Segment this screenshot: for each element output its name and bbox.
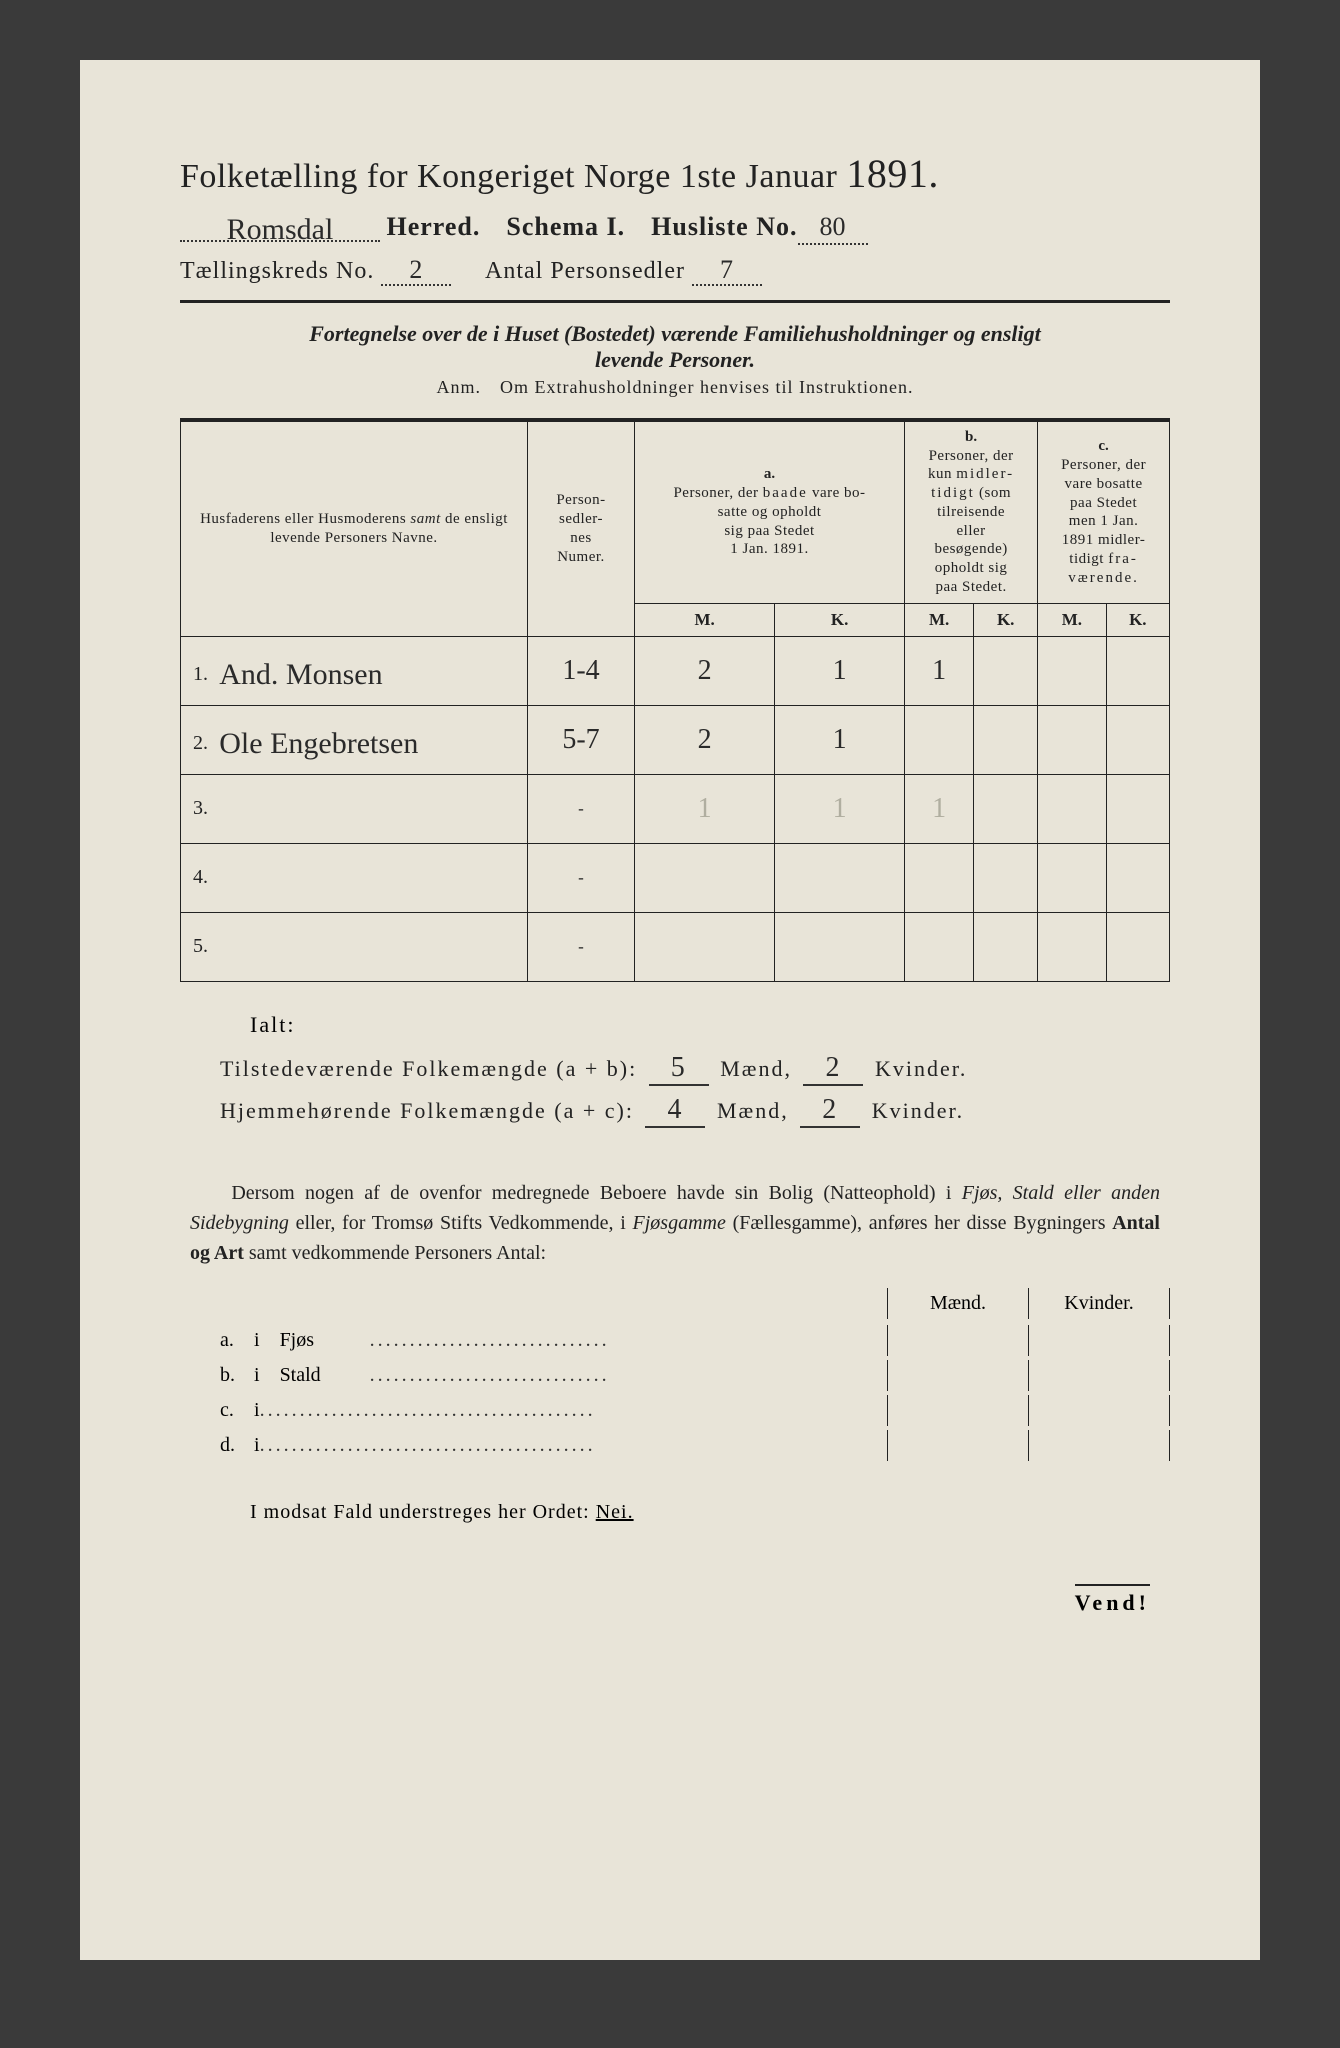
title-year: 1891.: [846, 151, 939, 196]
mk-maend: Mænd.: [887, 1288, 1028, 1319]
col-c-k: K.: [1106, 603, 1169, 636]
col-c-m: M.: [1038, 603, 1106, 636]
herred-label: Herred.: [387, 212, 481, 241]
totals-line-2: Hjemmehørende Folkemængde (a + c): 4 Mæn…: [220, 1094, 1170, 1128]
ialt-label: Ialt:: [250, 1012, 1170, 1038]
subtitle-line2: levende Personer.: [180, 347, 1170, 373]
kreds-label: Tællingskreds No.: [180, 258, 374, 284]
table-row: 1. And. Monsen 1-4 2 1 1: [181, 636, 1170, 705]
vend-label: Vend!: [1075, 1584, 1150, 1616]
husliste-label: Husliste No.: [651, 212, 797, 241]
col-a-k: K.: [775, 603, 905, 636]
row1-name: And. Monsen: [219, 658, 382, 692]
title-prefix: Folketælling for Kongeriget Norge 1ste J…: [180, 158, 837, 195]
nei-line: I modsat Fald understreges her Ordet: Ne…: [250, 1501, 1170, 1524]
col-b-header: b. Personer, derkun midler-tidigt (somti…: [905, 420, 1038, 603]
totals-line-1: Tilstedeværende Folkemængde (a + b): 5 M…: [220, 1052, 1170, 1086]
mk-kvinder: Kvinder.: [1028, 1288, 1170, 1319]
table-row: 2. Ole Engebretsen 5-7 2 1: [181, 705, 1170, 774]
page-title: Folketælling for Kongeriget Norge 1ste J…: [180, 150, 1170, 197]
census-form-page: Folketælling for Kongeriget Norge 1ste J…: [80, 60, 1260, 1960]
antal-label: Antal Personsedler: [485, 258, 685, 284]
header-line-2: Romsdal Herred. Schema I. Husliste No. 80: [180, 209, 1170, 245]
row2-name: Ole Engebretsen: [219, 727, 418, 761]
schema-label: Schema I.: [506, 212, 625, 241]
table-row: 5. -: [181, 912, 1170, 981]
subtitle-line1: Fortegnelse over de i Huset (Bostedet) v…: [180, 321, 1170, 347]
households-table: Husfaderens eller Husmoderens samt de en…: [180, 418, 1170, 982]
herred-field: Romsdal: [180, 209, 380, 242]
kreds-value: 2: [409, 255, 423, 284]
mk-row-c: c.i.....................................…: [180, 1395, 1170, 1426]
table-row: 4. -: [181, 843, 1170, 912]
mk-header: Mænd. Kvinder.: [180, 1288, 1170, 1319]
col-names-header: Husfaderens eller Husmoderens samt de en…: [181, 420, 528, 636]
col-c-header: c. Personer, dervare bosattepaa Stedetme…: [1038, 420, 1170, 603]
col-b-k: K.: [974, 603, 1038, 636]
table-row: 3. - 1 1 1: [181, 774, 1170, 843]
herred-value: Romsdal: [227, 213, 334, 247]
mk-row-b: b.i Stald..............................: [180, 1360, 1170, 1391]
antal-value: 7: [720, 255, 734, 284]
nei-word: Nei.: [596, 1501, 634, 1523]
antal-field: 7: [692, 255, 762, 286]
mk-row-d: d.i.....................................…: [180, 1430, 1170, 1461]
instruction-paragraph: Dersom nogen af de ovenfor medregnede Be…: [190, 1178, 1160, 1268]
col-b-m: M.: [905, 603, 974, 636]
husliste-value: 80: [820, 212, 846, 241]
divider: [180, 300, 1170, 303]
mk-row-a: a.i Fjøs..............................: [180, 1325, 1170, 1356]
col-numer-header: Person-sedler-nesNumer.: [528, 420, 635, 636]
husliste-field: 80: [798, 212, 868, 245]
header-line-3: Tællingskreds No. 2 Antal Personsedler 7: [180, 255, 1170, 286]
annotation: Anm. Om Extrahusholdninger henvises til …: [180, 377, 1170, 398]
col-a-m: M.: [635, 603, 775, 636]
subtitle: Fortegnelse over de i Huset (Bostedet) v…: [180, 321, 1170, 373]
col-a-header: a. Personer, der baade vare bo-satte og …: [635, 420, 905, 603]
kreds-field: 2: [381, 255, 451, 286]
